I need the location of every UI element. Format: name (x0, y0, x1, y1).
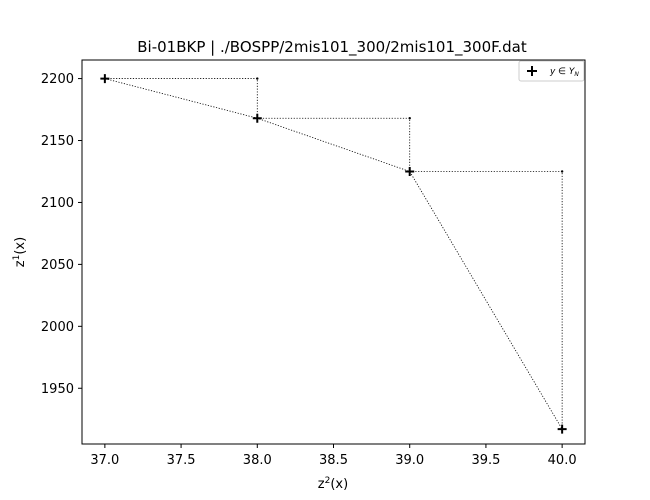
x-tick-label: 38.5 (319, 453, 348, 468)
legend-entry: y ∈ YN (549, 67, 579, 78)
x-tick-label: 39.5 (471, 453, 500, 468)
legend: y ∈ YN (518, 60, 585, 82)
local-ideal-point (408, 117, 411, 120)
data-point-plus-icon (100, 74, 110, 84)
x-axis-label: z2(x) (318, 476, 348, 492)
y-axis-label: z1(x) (12, 237, 28, 267)
x-tick-label: 37.0 (90, 453, 119, 468)
staircase-segment (409, 171, 563, 430)
plot-area (100, 74, 567, 434)
local-ideal-point (560, 170, 564, 173)
y-tick-label: 1950 (41, 382, 74, 397)
data-point-plus-icon (252, 113, 262, 123)
x-tick-label: 37.5 (167, 453, 196, 468)
staircase-segment (257, 117, 411, 172)
x-tick-label: 40.0 (548, 453, 577, 468)
y-tick-label: 2050 (41, 258, 74, 273)
y-axis: 1950 2000 2050 2100 2150 2200 (41, 72, 82, 397)
data-point-plus-icon (557, 424, 567, 434)
y-tick-label: 2150 (41, 134, 74, 149)
y-tick-label: 2000 (41, 320, 74, 335)
staircase-segment (104, 78, 258, 119)
x-axis: 37.0 37.5 38.0 38.5 39.0 39.5 40.0 (90, 444, 577, 468)
connector-line (104, 78, 563, 430)
x-tick-label: 39.0 (395, 453, 424, 468)
data-point-plus-icon (405, 166, 415, 176)
local-ideal-point (256, 77, 259, 80)
y-tick-label: 2100 (41, 196, 74, 211)
y-tick-label: 2200 (41, 72, 74, 87)
x-tick-label: 38.0 (243, 453, 272, 468)
axes-frame (81, 59, 586, 445)
chart-title: Bi-01BKP | ./BOSPP/2mis101_300/2mis101_3… (137, 38, 527, 57)
legend-marker-plus-icon (527, 66, 537, 76)
legend-box (518, 60, 585, 82)
